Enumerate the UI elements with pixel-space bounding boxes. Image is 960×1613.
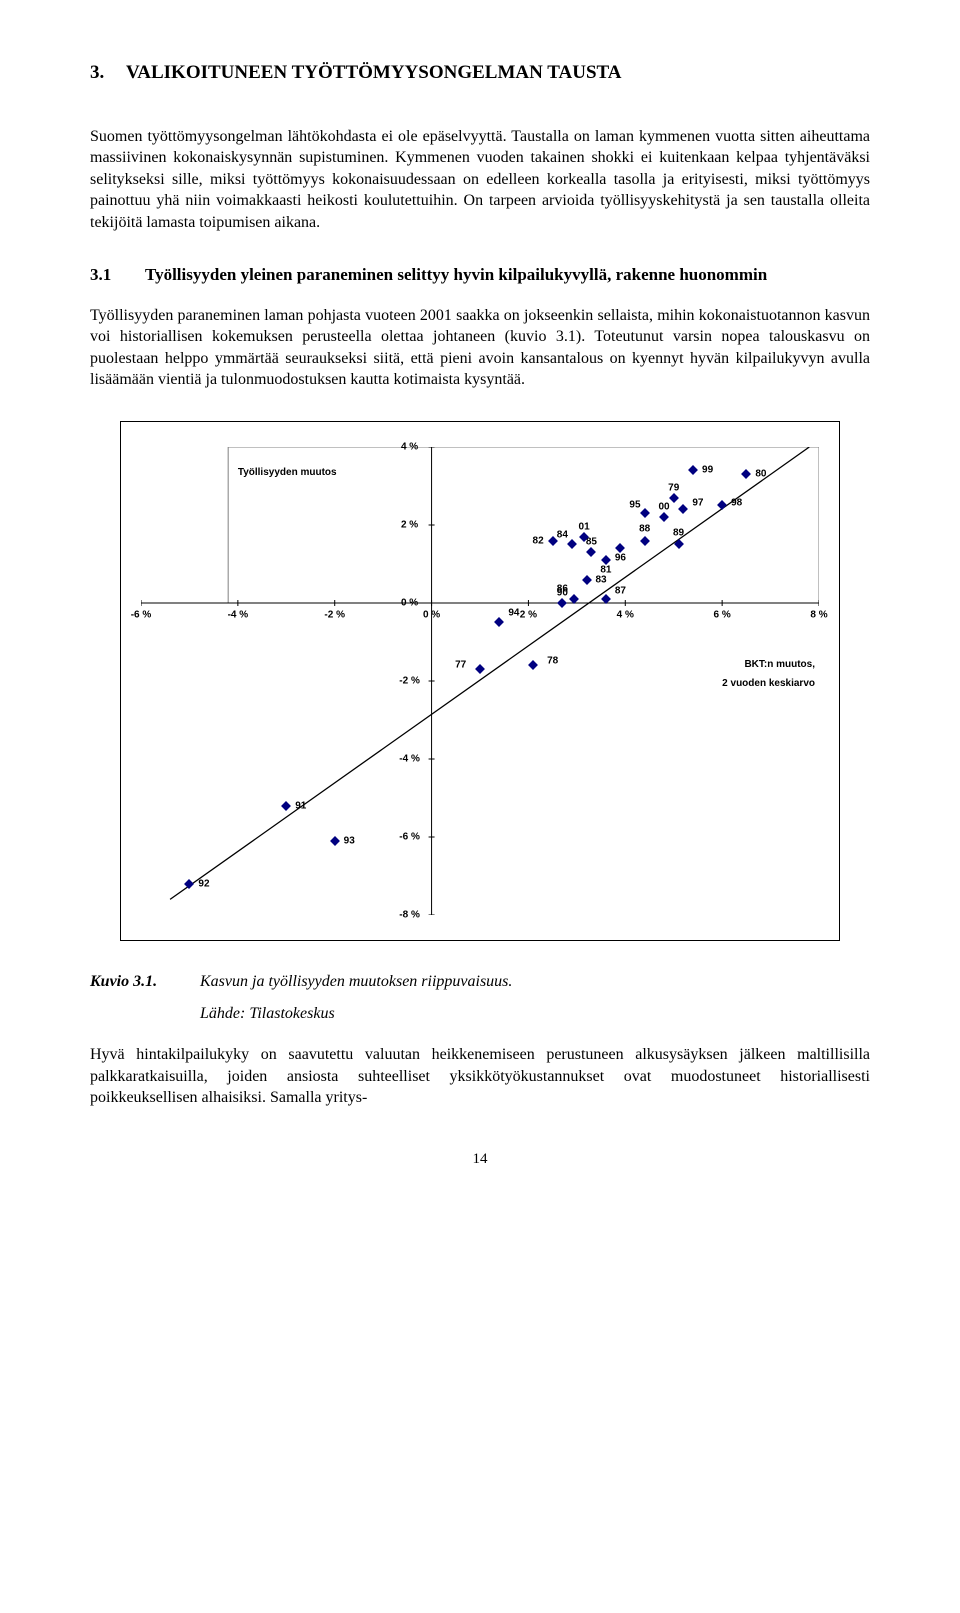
data-point-label: 01 <box>579 520 590 534</box>
data-point-label: 95 <box>629 499 640 513</box>
data-point-label: 90 <box>557 586 568 600</box>
section-number: 3. <box>90 60 126 86</box>
subsection-title-text: Työllisyyden yleinen paraneminen selitty… <box>145 264 767 287</box>
y-tick-label: 4 % <box>401 440 418 454</box>
x-tick-label: -6 % <box>131 608 152 622</box>
paragraph-1: Suomen työttömyysongelman lähtökohdasta … <box>90 126 870 234</box>
x-tick-label: 6 % <box>714 608 731 622</box>
paragraph-2: Työllisyyden paraneminen laman pohjasta … <box>90 305 870 391</box>
subsection-title: 3.1 Työllisyyden yleinen paraneminen sel… <box>90 264 870 287</box>
scatter-chart: -6 % -4 % -2 % 0 % 2 % 4 % 6 % 8 % 4 % 2 % 0 % -2 %… <box>120 421 840 941</box>
data-point-label: 88 <box>639 522 650 536</box>
figure-caption-text-1: Kasvun ja työllisyyden muutoksen riippuv… <box>200 971 512 993</box>
x-tick-label: 0 % <box>423 608 440 622</box>
data-point-label: 98 <box>731 497 742 511</box>
data-point-label: 77 <box>455 659 466 673</box>
figure-caption: Kuvio 3.1. Kasvun ja työllisyyden muutok… <box>90 971 870 993</box>
y-tick-label: -8 % <box>399 908 420 922</box>
page-number: 14 <box>90 1149 870 1169</box>
y-axis-title: Työllisyyden muutos <box>238 466 337 480</box>
x-tick-label: -4 % <box>228 608 249 622</box>
data-point-label: 82 <box>533 534 544 548</box>
y-tick-label: -4 % <box>399 752 420 766</box>
section-title-text: VALIKOITUNEEN TYÖTTÖMYYSONGELMAN TAUSTA <box>126 60 622 86</box>
section-title: 3. VALIKOITUNEEN TYÖTTÖMYYSONGELMAN TAUS… <box>90 60 870 86</box>
x-axis-title-1: BKT:n muutos, <box>744 658 815 672</box>
y-tick-label: 0 % <box>401 596 418 610</box>
data-point-label: 79 <box>668 481 679 495</box>
data-point-label: 94 <box>508 606 519 620</box>
figure-caption-text-2: Lähde: Tilastokeskus <box>200 1003 335 1025</box>
data-point-label: 99 <box>702 464 713 478</box>
x-axis-title-2: 2 vuoden keskiarvo <box>722 677 815 691</box>
data-point-label: 00 <box>658 501 669 515</box>
x-tick-label: 8 % <box>810 608 827 622</box>
x-tick-label: 4 % <box>617 608 634 622</box>
data-point-label: 93 <box>344 834 355 848</box>
data-point-label: 89 <box>673 526 684 540</box>
y-tick-label: -2 % <box>399 674 420 688</box>
subsection-number: 3.1 <box>90 264 145 287</box>
data-point-label: 83 <box>596 573 607 587</box>
y-tick-label: -6 % <box>399 830 420 844</box>
data-point-label: 96 <box>615 551 626 565</box>
data-point-label: 97 <box>692 497 703 511</box>
data-point-label: 87 <box>615 584 626 598</box>
x-tick-label: 2 % <box>520 608 537 622</box>
data-point-label: 92 <box>198 877 209 891</box>
data-point-label: 84 <box>557 528 568 542</box>
data-point-label: 80 <box>755 467 766 481</box>
x-tick-label: -2 % <box>324 608 345 622</box>
data-point-label: 91 <box>295 799 306 813</box>
figure-caption-label: Kuvio 3.1. <box>90 971 200 993</box>
data-point-label: 78 <box>547 655 558 669</box>
paragraph-3: Hyvä hintakilpailukyky on saavutettu val… <box>90 1044 870 1109</box>
y-tick-label: 2 % <box>401 518 418 532</box>
